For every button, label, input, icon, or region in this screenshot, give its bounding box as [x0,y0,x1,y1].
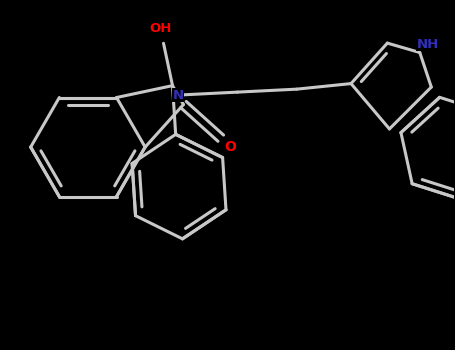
Text: N: N [172,89,183,101]
Text: OH: OH [149,22,172,35]
Text: O: O [224,140,236,154]
Text: NH: NH [417,38,439,51]
